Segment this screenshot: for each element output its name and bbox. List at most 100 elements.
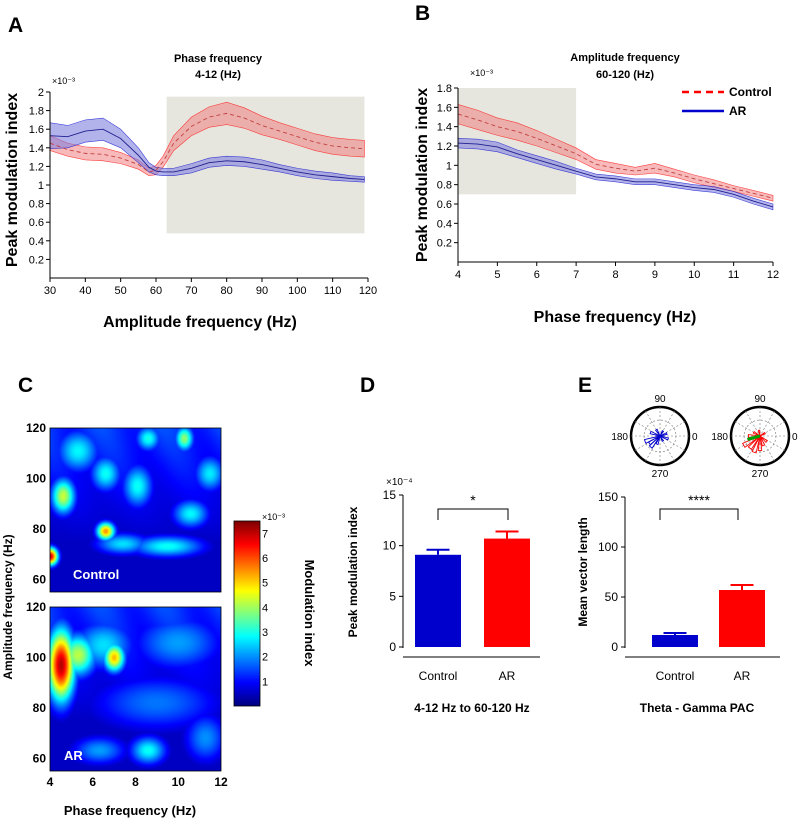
colorbar-ticks: 1 2 3 4 5 6 7 [262,528,268,688]
panel-e: E 90 180 270 0 90 180 270 0 0 50 100 150 Control AR… [576,374,798,715]
heatmap-control-label: Control [73,567,119,582]
colorbar-tick-label: 3 [262,627,268,639]
y-tick-label: 5 [389,589,396,603]
y-tick-label: 15 [383,488,397,502]
panel-c-y-label: Amplitude frequency (Hz) [1,534,15,679]
x-tick-label: 60 [150,285,162,297]
heatmap-y-tick-label: 60 [33,751,47,765]
x-tick-label: 70 [185,285,197,297]
bar-ar [719,590,765,647]
heatmap-x-tick-label: 8 [132,775,139,789]
x-tick-label: 80 [221,285,233,297]
y-tick-label: 100 [598,540,618,554]
heatmap-x-tick-label: 10 [172,775,186,789]
series-line-control [457,113,774,199]
colorbar-tick-label: 5 [262,578,268,590]
panel-a-y-label: Peak modulation index [4,93,21,267]
y-tick-label: 1 [446,160,452,172]
error-band-ar [49,117,365,183]
y-tick-label: 10 [383,539,397,553]
panel-b-y-exponent: ×10⁻³ [470,68,493,78]
polar-label-270: 270 [752,469,769,480]
x-category-label: Control [656,669,695,683]
panel-a-title: Phase frequency [174,53,263,65]
panel-d: D 0 5 10 15 Control AR ×10⁻⁴ * Peak modulatio… [346,374,540,715]
panel-d-significance: * [470,492,476,508]
y-tick-label: 0 [611,640,618,654]
polar-mean-vector [747,434,761,441]
panel-e-ticks: 0 50 100 150 Control AR [598,490,751,683]
x-tick-label: 30 [44,285,56,297]
colorbar-image [234,521,260,706]
heatmap-y-tick-label: 100 [26,650,46,664]
y-tick-label: 1.4 [437,122,452,134]
x-category-label: Control [419,669,458,683]
panel-a-error-bands [49,101,365,183]
heatmap-control: Control [49,427,222,593]
polar-label-90: 90 [754,394,766,405]
panel-label-a: A [8,14,23,37]
y-tick-label: 50 [605,590,619,604]
panel-b-title: Amplitude frequency [570,52,680,64]
panel-label-e: E [578,374,592,397]
panel-a-subtitle: 4-12 (Hz) [195,69,241,81]
polar-petal [751,435,761,454]
x-tick-label: 6 [534,269,540,281]
x-tick-label: 110 [324,285,342,297]
panel-b-x-label: Phase frequency (Hz) [534,309,697,326]
panel-label-c: C [18,374,33,397]
heatmap-y-tick-label: 80 [33,701,47,715]
polar-petal [757,435,763,451]
y-tick-label: 0.8 [29,199,44,211]
panel-b-legend: Control AR [682,85,772,118]
heatmap-ar-frame [49,606,222,772]
polar-label-180: 180 [711,432,728,443]
x-tick-label: 90 [256,285,268,297]
panel-c-ticks: 60 80 100 120 60 80 100 120 4 6 8 10 12 [26,421,228,789]
y-tick-label: 0.2 [29,254,44,266]
colorbar-tick-label: 4 [262,602,268,614]
polar-label-180: 180 [611,432,628,443]
heatmap-y-tick-label: 120 [26,600,46,614]
panel-e-y-label: Mean vector length [576,517,590,626]
x-tick-label: 4 [455,269,461,281]
x-tick-label: 12 [767,269,779,281]
panel-c-x-label: Phase frequency (Hz) [64,803,196,818]
panel-d-significance-bracket [437,508,509,520]
heatmap-control-image [50,428,221,592]
error-band-control [457,104,774,202]
y-tick-label: 150 [598,490,618,504]
panel-d-ticks: 0 5 10 15 Control AR [383,488,516,683]
x-tick-label: 9 [652,269,658,281]
error-band-ar [457,137,774,211]
panel-a-series-lines [49,112,365,180]
panel-b-y-label: Peak modulation index [414,88,431,262]
x-tick-label: 11 [728,269,739,281]
colorbar: 1 2 3 4 5 6 7 ×10⁻³ Modulation index [233,512,317,707]
legend-ar-label: AR [729,104,747,118]
panel-a-ticks: 30 40 50 60 70 80 90 100 110 120 0.2 0.4 0.6 0.8 1 1.2 1… [29,87,377,297]
colorbar-frame [233,520,261,707]
panel-e-significance-bracket [659,508,739,520]
polar-plot-control: 90 180 270 0 [611,394,698,480]
polar-petal [659,432,668,437]
polar-petal [654,428,661,437]
x-category-label: AR [734,669,751,683]
bar-control [415,554,461,647]
panel-e-bars [652,584,765,647]
y-tick-label: 1.8 [29,106,44,118]
y-tick-label: 0.8 [437,180,452,192]
polar-petal [752,430,761,437]
polar-plot-ar: 90 180 270 0 [711,394,798,480]
polar-petal [759,435,768,444]
colorbar-tick-label: 7 [262,528,268,540]
y-tick-label: 0 [389,640,396,654]
polar-label-270: 270 [652,469,669,480]
polar-petal [655,435,661,446]
polar-petal [747,435,761,451]
polar-petal [659,435,665,442]
panel-a: A 30 40 50 60 70 80 90 100 110 120 0.2 0.4 0.6 0.8 1 1.… [4,14,377,331]
panel-a-x-label: Amplitude frequency (Hz) [103,314,297,331]
polar-petal [759,435,766,447]
